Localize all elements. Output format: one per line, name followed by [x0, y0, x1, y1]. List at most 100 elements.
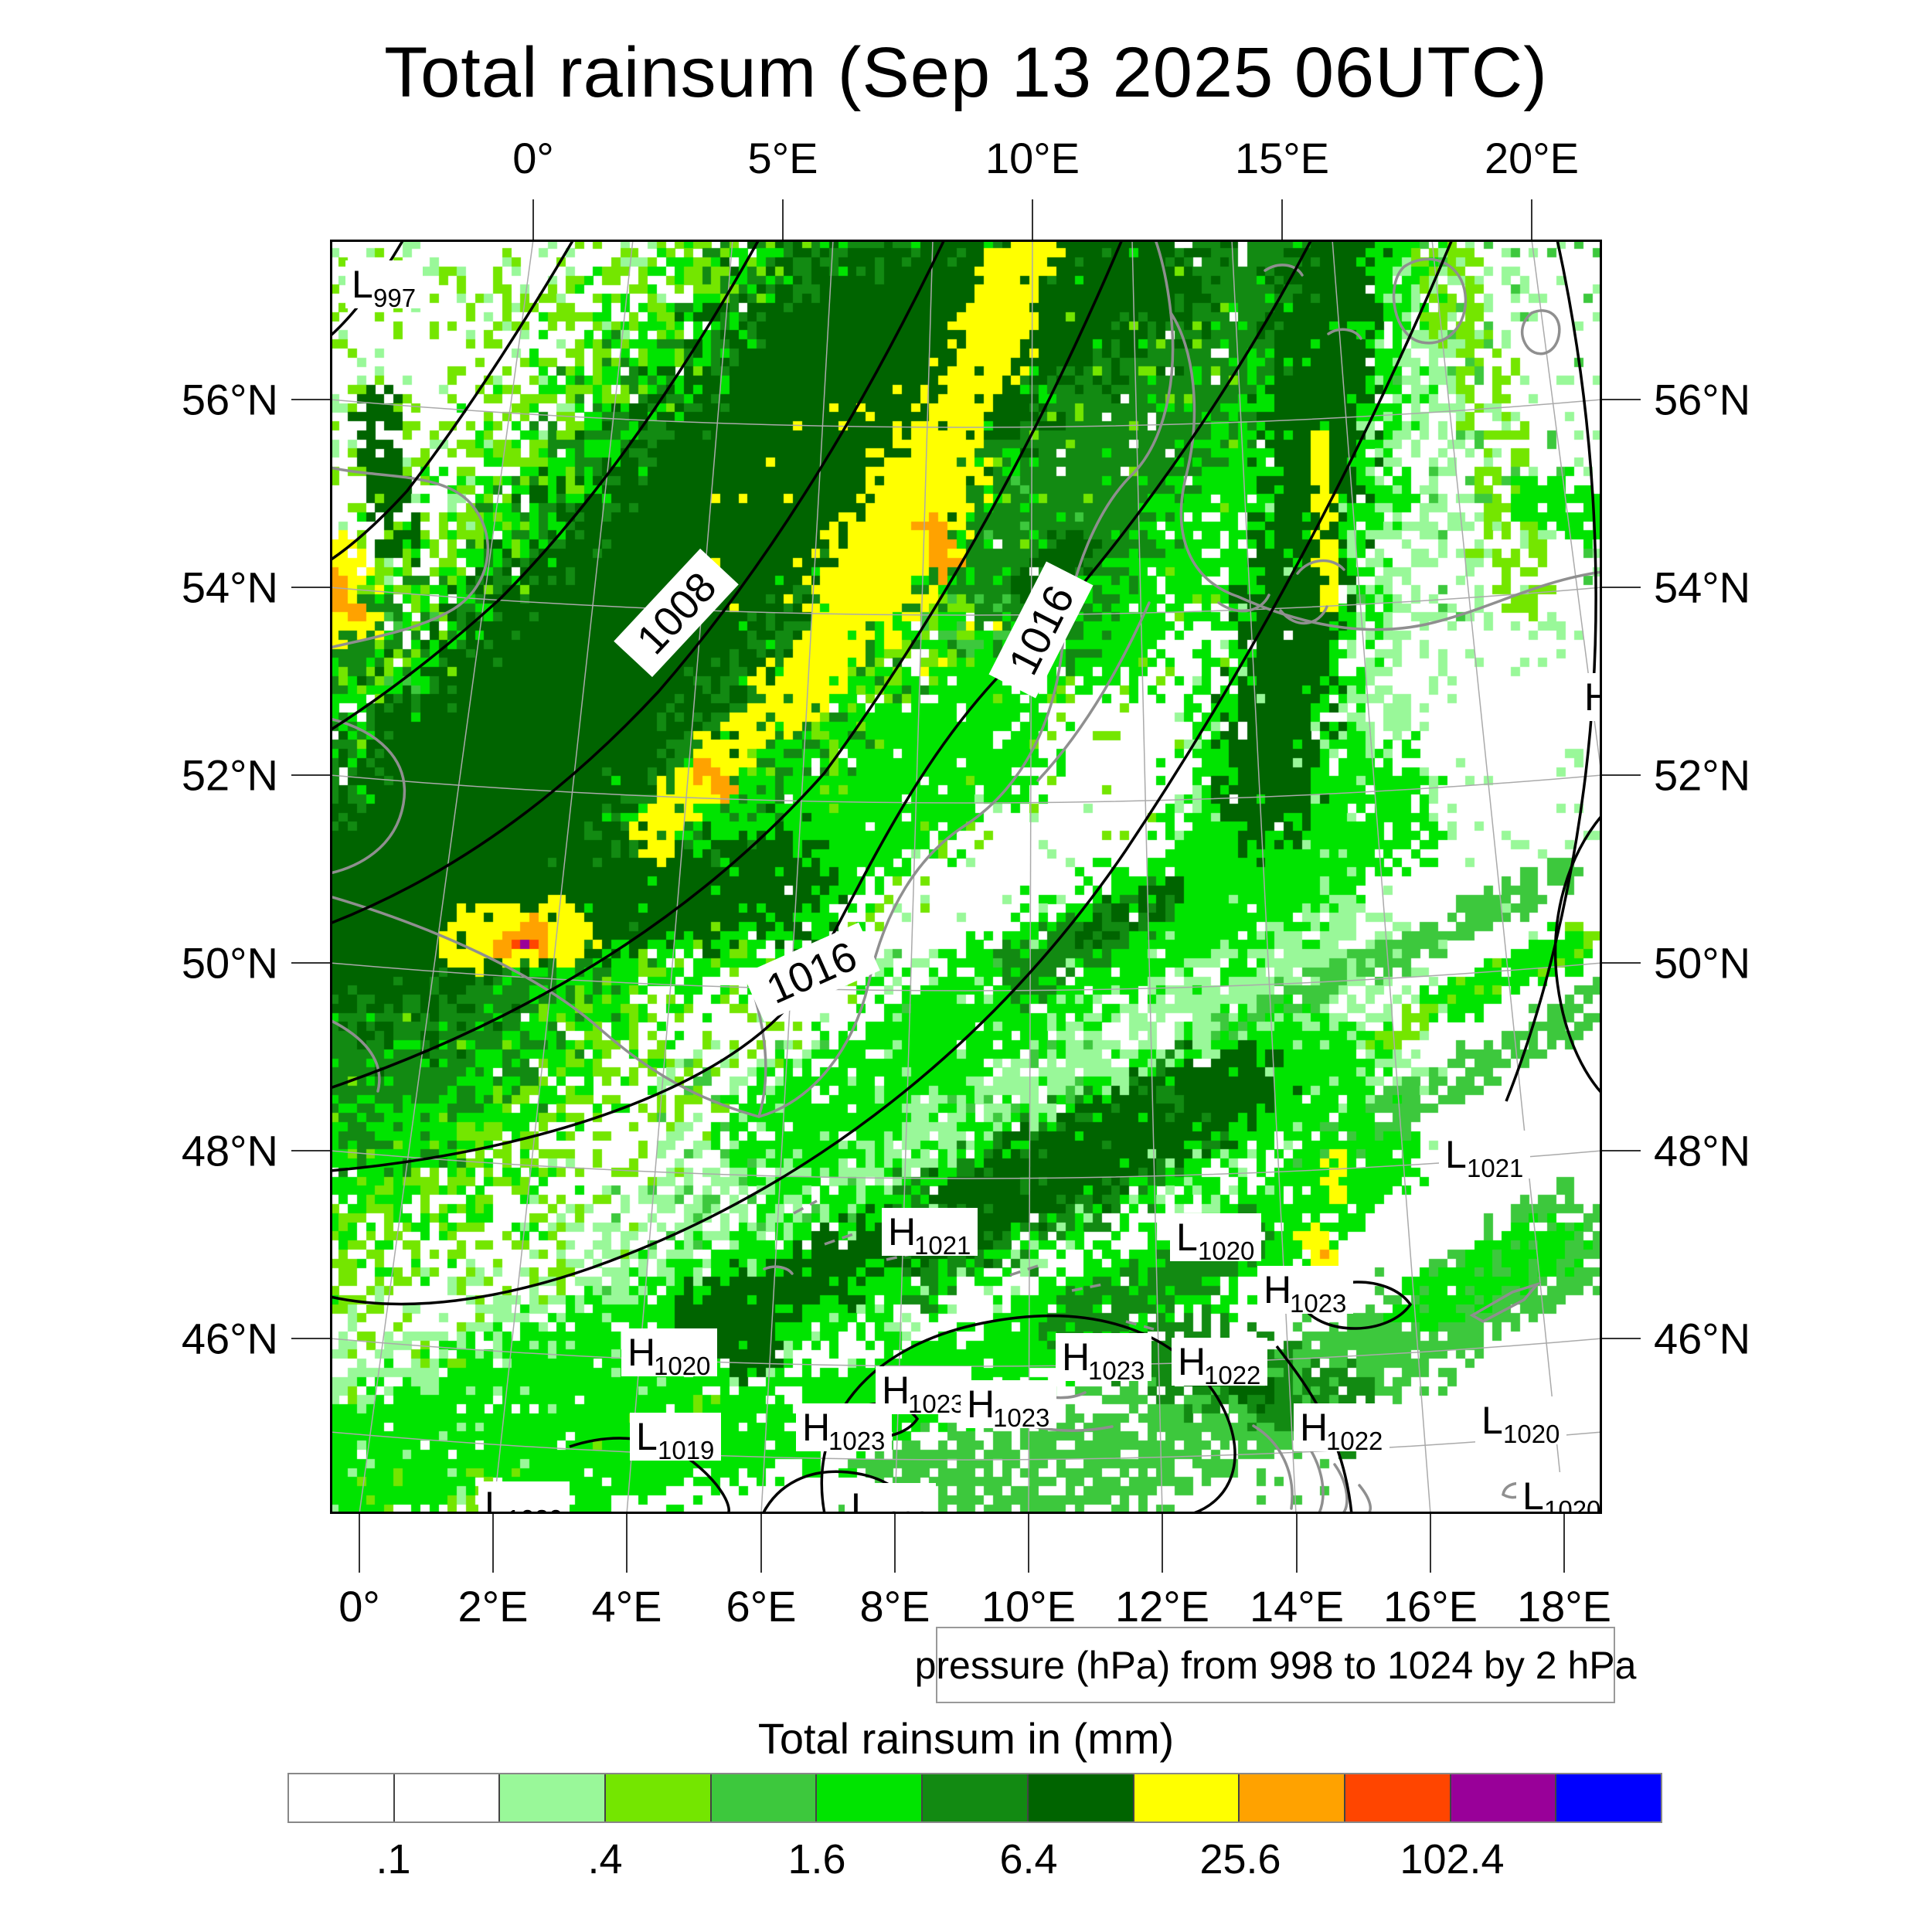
colorbar-cell: [289, 1774, 393, 1821]
bottom-axis-tick: [1028, 1514, 1029, 1573]
colorbar-cell: [1449, 1774, 1556, 1821]
colorbar-tick-label: 25.6: [1199, 1836, 1281, 1883]
right-axis-tick: [1602, 774, 1641, 776]
right-axis-label: 46°N: [1654, 1314, 1751, 1363]
bottom-axis-tick: [1563, 1514, 1565, 1573]
bottom-axis-label: 14°E: [1249, 1582, 1345, 1631]
svg-text:1020: 1020: [1544, 1495, 1600, 1514]
map-overlay: 1008 1016 1016 L 997 H L 1021 H 1021 L 1020 H 1023 H 10…: [330, 240, 1602, 1514]
svg-text:1020: 1020: [872, 1506, 929, 1514]
bottom-axis-label: 0°: [338, 1582, 380, 1631]
colorbar-cell: [1555, 1774, 1661, 1821]
svg-text:H: H: [888, 1210, 916, 1253]
isobar-label: 1016: [743, 922, 880, 1022]
top-axis-label: 10°E: [985, 134, 1080, 182]
left-axis-label: 48°N: [181, 1126, 278, 1175]
svg-text:1023: 1023: [1088, 1356, 1145, 1385]
right-axis-label: 54°N: [1654, 563, 1751, 612]
bottom-axis-label: 18°E: [1516, 1582, 1612, 1631]
page-title: Total rainsum (Sep 13 2025 06UTC): [384, 33, 1548, 112]
svg-text:H: H: [1264, 1268, 1291, 1311]
bottom-axis-tick: [492, 1514, 494, 1573]
svg-text:1023: 1023: [1290, 1289, 1346, 1318]
bottom-axis-tick: [359, 1514, 360, 1573]
left-axis-tick: [291, 1338, 330, 1339]
right-axis-tick: [1602, 1150, 1641, 1151]
top-axis-tick: [1032, 199, 1033, 240]
svg-text:H: H: [967, 1383, 995, 1426]
bottom-axis-label: 2°E: [457, 1582, 529, 1631]
svg-text:1021: 1021: [1467, 1154, 1523, 1182]
svg-text:1020: 1020: [1503, 1420, 1560, 1448]
top-axis-tick: [1531, 199, 1532, 240]
colorbar-tick-label: 1.6: [787, 1836, 846, 1883]
svg-text:L: L: [1481, 1399, 1503, 1442]
pressure-caption: pressure (hPa) from 998 to 1024 by 2 hPa: [914, 1643, 1637, 1687]
left-axis-label: 46°N: [181, 1314, 278, 1363]
graticule: [330, 240, 1602, 1514]
right-axis-label: 48°N: [1654, 1126, 1751, 1175]
colorbar-tick-label: .4: [587, 1836, 623, 1883]
svg-text:1020: 1020: [654, 1352, 710, 1380]
right-axis-label: 52°N: [1654, 750, 1751, 800]
top-axis-label: 15°E: [1234, 134, 1330, 182]
pressure-center-l: L 1019: [630, 1413, 721, 1464]
map-border: [330, 240, 1602, 1514]
left-axis-tick: [291, 587, 330, 588]
svg-text:1020: 1020: [1198, 1236, 1254, 1265]
isobar-contours: [330, 240, 1602, 1514]
svg-text:L: L: [1445, 1133, 1467, 1176]
right-axis-tick: [1602, 1338, 1641, 1339]
colorbar-cell: [604, 1774, 710, 1821]
top-axis-label: 0°: [512, 134, 554, 182]
map-area: 1008 1016 1016 L 997 H L 1021 H 1021 L 1020 H 1023 H 10…: [330, 240, 1602, 1514]
bottom-axis-label: 4°E: [591, 1582, 662, 1631]
bottom-axis-tick: [1162, 1514, 1163, 1573]
bottom-axis-label: 8°E: [859, 1582, 930, 1631]
colorbar-cell: [1132, 1774, 1239, 1821]
colorbar-cell: [1238, 1774, 1344, 1821]
right-axis-tick: [1602, 399, 1641, 400]
colorbar-cell: [921, 1774, 1027, 1821]
left-axis-tick: [291, 774, 330, 776]
right-axis-label: 50°N: [1654, 938, 1751, 988]
svg-text:L: L: [851, 1485, 872, 1514]
bottom-axis-tick: [760, 1514, 762, 1573]
bottom-axis-label: 6°E: [726, 1582, 797, 1631]
bottom-axis-tick: [626, 1514, 628, 1573]
bottom-axis-tick: [1296, 1514, 1298, 1573]
top-axis-label: 5°E: [747, 134, 818, 182]
colorbar: [287, 1773, 1662, 1823]
colorbar-cell: [1026, 1774, 1133, 1821]
top-axis-tick: [782, 199, 784, 240]
svg-text:1023: 1023: [828, 1427, 885, 1455]
svg-text:1022: 1022: [1326, 1427, 1383, 1455]
coastlines: [330, 240, 1602, 1514]
bottom-axis-label: 16°E: [1383, 1582, 1478, 1631]
svg-text:L: L: [636, 1415, 658, 1458]
top-axis-tick: [1281, 199, 1283, 240]
isobar-label: 1016: [988, 561, 1094, 699]
pressure-caption-box: pressure (hPa) from 998 to 1024 by 2 hPa: [915, 1627, 1636, 1703]
svg-text:1021: 1021: [914, 1231, 971, 1260]
left-axis-tick: [291, 962, 330, 964]
svg-text:L: L: [485, 1484, 506, 1514]
svg-text:H: H: [1300, 1406, 1328, 1449]
bottom-axis-tick: [894, 1514, 896, 1573]
svg-text:H: H: [1178, 1340, 1206, 1383]
left-axis-label: 56°N: [181, 375, 278, 424]
svg-text:L: L: [1522, 1475, 1544, 1514]
top-axis-label: 20°E: [1484, 134, 1580, 182]
